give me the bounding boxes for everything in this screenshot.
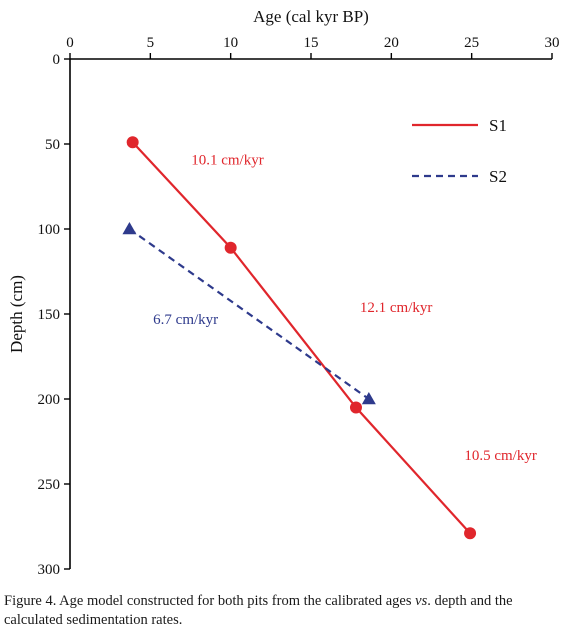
x-tick-label: 15 <box>304 35 319 51</box>
caption-text-1: Figure 4. Age model constructed for both… <box>4 593 416 609</box>
x-tick-label: 5 <box>147 35 155 51</box>
rate-annotation: 12.1 cm/kyr <box>360 300 433 316</box>
x-tick-label: 30 <box>545 35 560 51</box>
data-point-s2 <box>361 392 376 405</box>
y-tick-label: 250 <box>38 477 61 493</box>
caption-vs: vs <box>415 593 428 609</box>
caption-text-2: . depth and the calculated sedimentation… <box>4 593 513 628</box>
y-tick-label: 200 <box>38 392 61 408</box>
legend-label-s1: S1 <box>489 116 507 135</box>
rate-annotation: 10.5 cm/kyr <box>464 448 537 464</box>
rate-annotation: 6.7 cm/kyr <box>153 312 218 328</box>
x-tick-label: 10 <box>223 35 238 51</box>
y-tick-label: 50 <box>45 137 60 153</box>
data-point-s1 <box>126 136 139 149</box>
x-tick-label: 20 <box>384 35 399 51</box>
y-tick-label: 100 <box>38 222 61 238</box>
data-point-s1 <box>349 401 362 414</box>
y-tick-label: 300 <box>38 562 61 578</box>
series-layer <box>122 136 477 540</box>
figure-caption: Figure 4. Age model constructed for both… <box>4 592 566 630</box>
y-tick-label: 150 <box>38 307 61 323</box>
series-line-s1 <box>131 141 471 535</box>
legend: S1 S2 <box>412 116 507 186</box>
x-axis-title: Age (cal kyr BP) <box>253 7 369 26</box>
data-point-s2 <box>122 222 137 235</box>
y-tick-label: 0 <box>53 52 61 68</box>
x-tick-label: 0 <box>66 35 74 51</box>
data-point-s1 <box>224 241 237 254</box>
rate-annotation: 10.1 cm/kyr <box>191 152 264 168</box>
y-axis-title: Depth (cm) <box>7 275 26 353</box>
x-tick-label: 25 <box>464 35 479 51</box>
series-line-s2 <box>128 228 370 400</box>
legend-label-s2: S2 <box>489 167 507 186</box>
annotations: 10.1 cm/kyr 12.1 cm/kyr 10.5 cm/kyr 6.7 cm/… <box>153 152 537 464</box>
data-point-s1 <box>464 527 477 540</box>
